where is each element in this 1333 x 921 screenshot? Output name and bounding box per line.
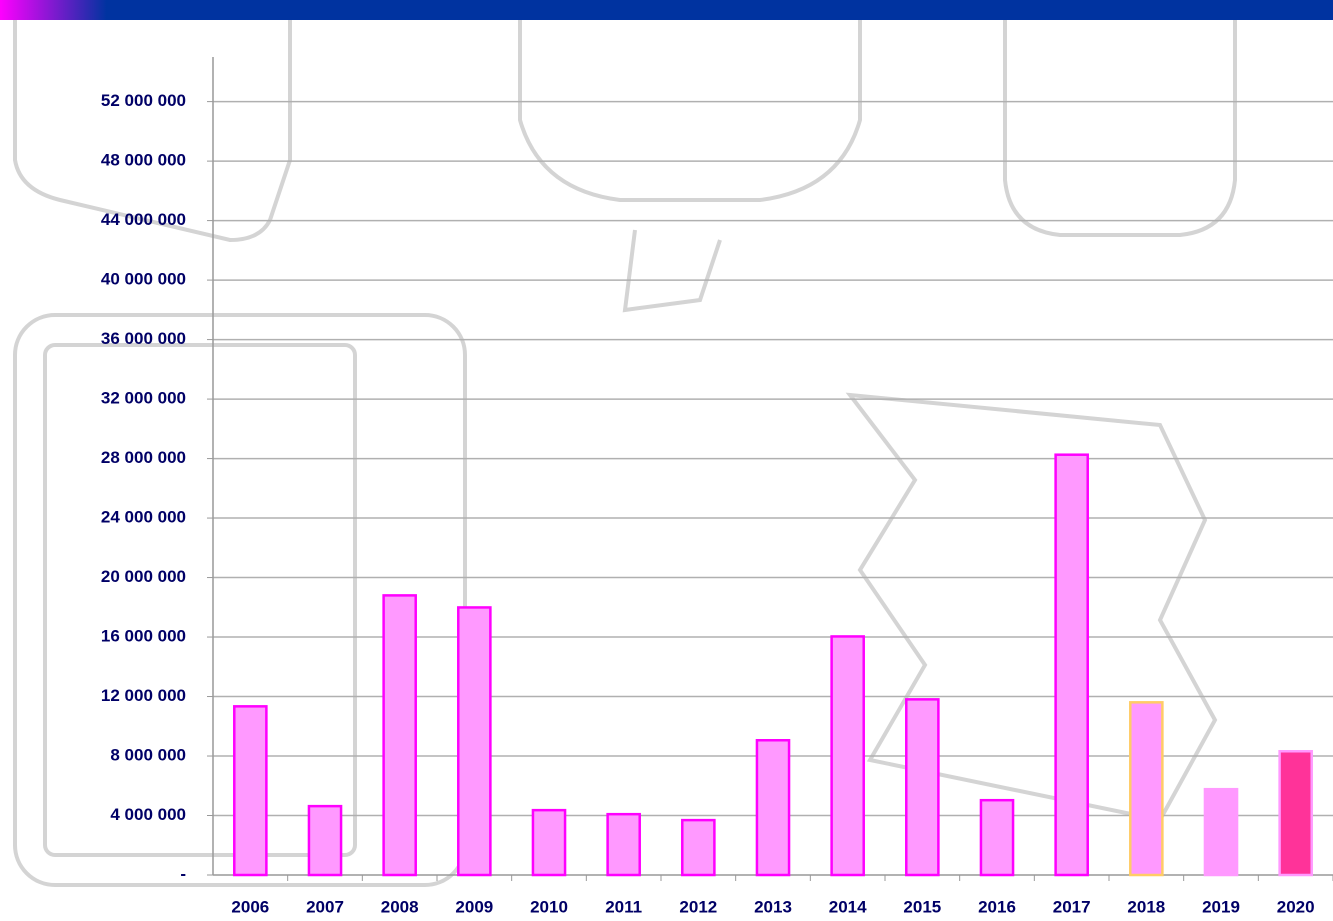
bar [1054, 453, 1089, 877]
x-tick-label: 2011 [605, 897, 642, 916]
x-tick-label: 2018 [1127, 897, 1165, 916]
y-tick-label: 20 000 000 [101, 567, 186, 586]
x-tick-label: 2020 [1277, 897, 1315, 916]
banner [0, 0, 1333, 20]
x-tick-label: 2015 [903, 897, 941, 916]
y-tick-label: 48 000 000 [101, 151, 186, 170]
x-tick-label: 2009 [455, 897, 493, 916]
x-tick-label: 2014 [829, 897, 867, 916]
bar [1203, 787, 1239, 877]
y-tick-label: 4 000 000 [110, 805, 186, 824]
bar [905, 698, 940, 877]
bar [233, 705, 268, 877]
bar [531, 808, 567, 877]
x-tick-label: 2008 [381, 897, 419, 916]
y-tick-label: 44 000 000 [101, 210, 186, 229]
y-tick-label: - [180, 864, 186, 883]
y-tick-label: 32 000 000 [101, 389, 186, 408]
x-tick-label: 2019 [1202, 897, 1240, 916]
y-tick-label: 28 000 000 [101, 448, 186, 467]
bar [755, 739, 791, 877]
bar [830, 635, 865, 877]
x-tick-label: 2007 [306, 897, 344, 916]
background-art [13, 20, 1237, 887]
x-tick-label: 2006 [231, 897, 269, 916]
bar [681, 818, 716, 877]
x-tick-label: 2012 [679, 897, 717, 916]
x-tick-label: 2013 [754, 897, 792, 916]
x-tick-label: 2010 [530, 897, 568, 916]
y-tick-label: 8 000 000 [110, 746, 186, 765]
x-tick-label: 2017 [1053, 897, 1091, 916]
bar [382, 594, 417, 877]
y-tick-label: 40 000 000 [101, 270, 186, 289]
y-tick-label: 36 000 000 [101, 329, 186, 348]
bar [1278, 750, 1313, 877]
bar [457, 606, 492, 877]
bar [979, 798, 1015, 877]
y-tick-label: 52 000 000 [101, 91, 186, 110]
bar [1129, 701, 1164, 877]
x-tick-label: 2016 [978, 897, 1016, 916]
bar [307, 804, 343, 877]
y-tick-label: 12 000 000 [101, 686, 186, 705]
bar [606, 812, 641, 877]
y-tick-label: 16 000 000 [101, 627, 186, 646]
y-tick-label: 24 000 000 [101, 508, 186, 527]
